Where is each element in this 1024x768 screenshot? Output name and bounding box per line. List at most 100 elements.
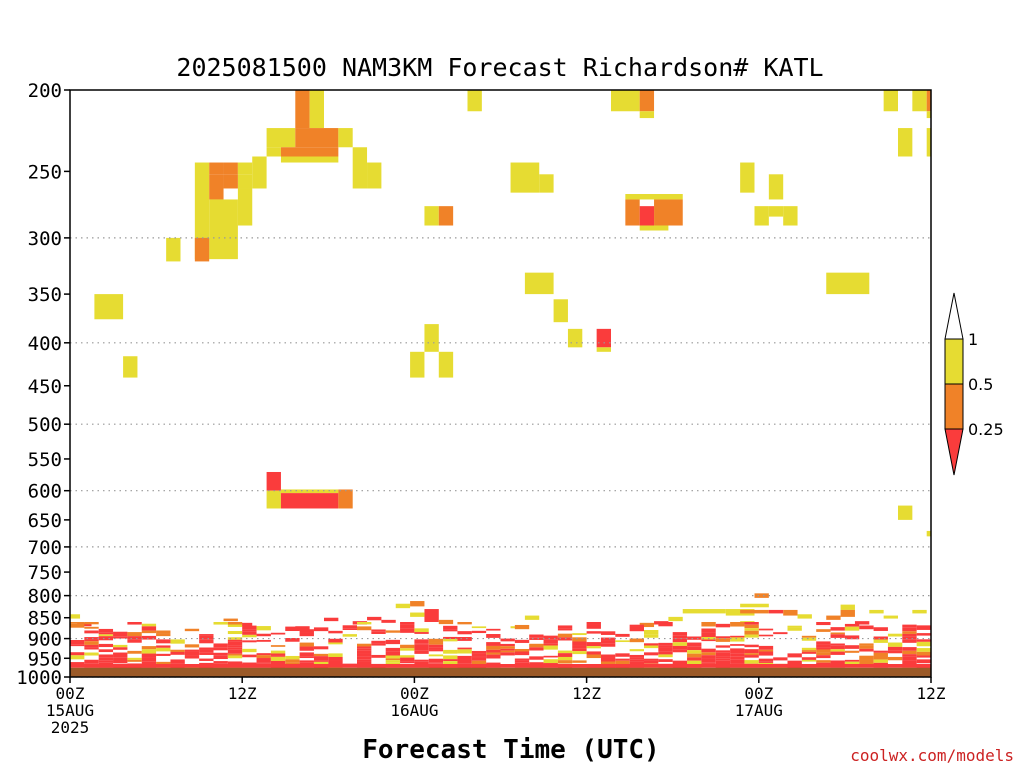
band-cell-468 — [830, 645, 845, 650]
heatmap-cell-11 — [295, 128, 339, 148]
band-cell-160 — [313, 661, 329, 665]
band-cell-370 — [672, 660, 688, 665]
band-cell-193 — [385, 630, 401, 633]
heatmap-cell-14 — [280, 147, 324, 157]
y-tick-label-550: 550 — [28, 449, 62, 471]
band-cell-71 — [170, 651, 185, 655]
band-cell-338 — [629, 626, 644, 632]
y-tick-label-300: 300 — [28, 228, 62, 250]
band-cell-496 — [887, 633, 903, 637]
band-cell-159 — [313, 660, 329, 662]
band-cell-394 — [715, 636, 731, 639]
heatmap-cell-88 — [854, 621, 870, 625]
heatmap-cell-43 — [639, 206, 655, 226]
band-cell-447 — [801, 647, 817, 651]
band-cell-85 — [199, 639, 214, 644]
band-cell-175 — [357, 621, 372, 625]
band-cell-295 — [557, 625, 573, 629]
band-cell-483 — [859, 648, 874, 652]
band-cell-332 — [615, 653, 630, 657]
y-tick-label-600: 600 — [28, 481, 62, 503]
band-cell-507 — [902, 639, 917, 643]
colorbar-label-0.5: 0.5 — [968, 375, 993, 394]
x-tick-label-5-0: 12Z — [917, 684, 946, 703]
band-cell-222 — [428, 642, 444, 645]
band-cell-458 — [816, 649, 831, 653]
band-cell-339 — [629, 638, 644, 643]
heatmap-cell-44 — [654, 199, 683, 226]
band-cell-203 — [400, 624, 415, 629]
plot-frame — [69, 89, 932, 678]
band-cell-143 — [285, 659, 300, 663]
band-cell-251 — [471, 650, 487, 654]
band-cell-158 — [313, 656, 329, 661]
heatmap-cell-35 — [740, 162, 755, 193]
heatmap-cell-8 — [926, 90, 931, 112]
band-cell-272 — [514, 624, 530, 630]
band-cell-268 — [500, 646, 515, 649]
band-cell-482 — [859, 645, 874, 649]
band-cell-517 — [916, 641, 931, 647]
band-cell-323 — [600, 637, 616, 641]
band-cell-77 — [184, 644, 200, 648]
band-cell-417 — [744, 630, 759, 635]
band-cell-516 — [916, 639, 931, 642]
band-cell-353 — [644, 660, 659, 664]
band-cell-149 — [299, 646, 314, 651]
band-cell-133 — [270, 645, 286, 647]
heatmap-cell-67 — [424, 609, 439, 622]
band-cell-188 — [371, 640, 386, 644]
heatmap-cell-39 — [783, 206, 798, 226]
heatmap-cell-22 — [194, 162, 210, 260]
band-cell-273 — [514, 639, 530, 643]
band-cell-422 — [744, 655, 759, 658]
band-cell-33 — [113, 647, 128, 650]
band-cell-79 — [184, 651, 200, 656]
band-cell-23 — [98, 643, 114, 648]
heatmap-cell-17 — [897, 128, 913, 157]
band-cell-300 — [557, 653, 573, 657]
band-cell-83 — [199, 634, 214, 636]
heatmap-cell-95 — [237, 622, 253, 627]
band-cell-481 — [859, 643, 874, 646]
band-cell-490 — [873, 650, 888, 653]
band-cell-485 — [859, 659, 874, 663]
band-cell-361 — [658, 659, 673, 662]
band-cell-88 — [199, 652, 214, 655]
band-cell-260 — [486, 645, 501, 650]
band-cell-263 — [486, 654, 501, 659]
heatmap-cell-59 — [266, 490, 281, 509]
band-cell-252 — [471, 653, 487, 657]
heatmap-cell-58 — [266, 471, 281, 491]
band-cell-132 — [270, 632, 286, 635]
heatmap-cell-87 — [840, 609, 855, 617]
band-cell-436 — [773, 657, 788, 661]
band-cell-198 — [385, 658, 401, 661]
band-cell-328 — [600, 661, 616, 665]
band-cell-137 — [270, 656, 286, 661]
band-cell-214 — [414, 643, 429, 645]
band-cell-374 — [687, 642, 702, 647]
colorbar-legend: 1 0.5 0.25 — [944, 292, 1004, 476]
band-cell-506 — [902, 636, 917, 640]
heatmap-cell-6 — [883, 90, 898, 112]
band-cell-415 — [744, 624, 759, 629]
band-cell-156 — [313, 646, 329, 650]
band-cell-243 — [457, 647, 472, 650]
band-cell-325 — [600, 643, 616, 647]
band-cell-80 — [184, 655, 200, 659]
colorbar-yellow-segment — [944, 338, 964, 385]
heatmap-cell-40 — [424, 206, 439, 226]
x-tick-label-4-1: 17AUG — [735, 701, 783, 720]
band-cell-194 — [385, 639, 401, 645]
band-cell-118 — [242, 640, 257, 643]
band-cell-342 — [629, 657, 644, 660]
band-cell-183 — [357, 659, 372, 662]
band-cell-10 — [84, 637, 99, 640]
band-cell-382 — [701, 621, 716, 627]
band-cell-284 — [529, 656, 544, 660]
band-cell-365 — [672, 635, 688, 639]
heatmap-cell-46 — [639, 225, 669, 231]
x-tick-label-1-0: 12Z — [228, 684, 257, 703]
